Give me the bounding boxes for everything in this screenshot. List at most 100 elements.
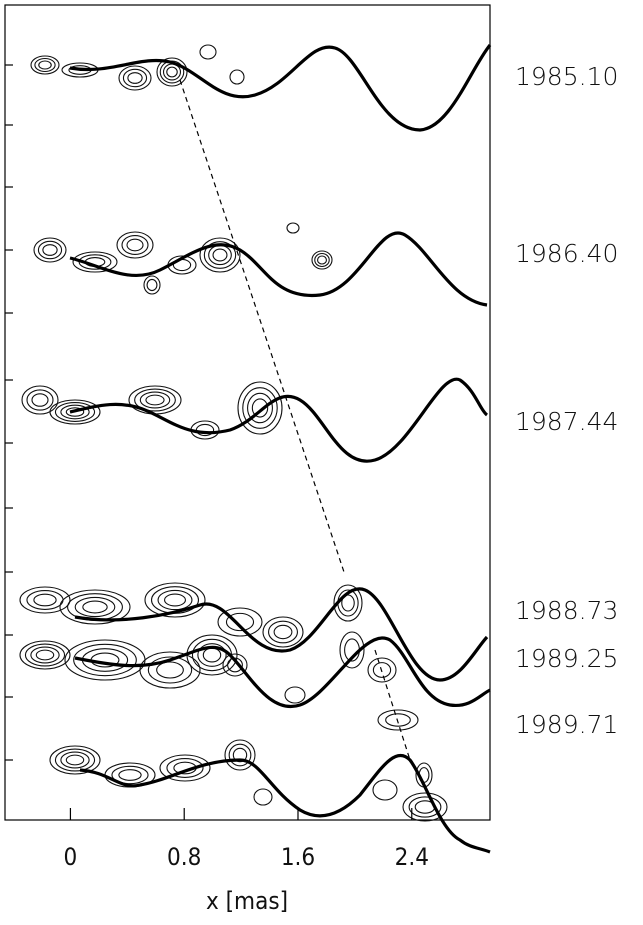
epoch-label: 1989.71 <box>515 710 618 739</box>
left-ticks <box>5 64 13 761</box>
contour <box>116 231 154 259</box>
contour <box>262 616 304 648</box>
epoch-label: 1986.40 <box>515 239 618 268</box>
contour <box>311 250 333 270</box>
contour <box>65 407 85 417</box>
contour <box>139 391 171 409</box>
model-curve <box>69 377 489 463</box>
x-tick-label: 0.8 <box>167 843 201 871</box>
model-curves <box>69 44 492 854</box>
contour <box>232 747 248 763</box>
contour <box>134 388 176 412</box>
x-tick-label: 2.4 <box>395 843 429 871</box>
contour <box>317 255 327 265</box>
epoch-label: 1985.10 <box>515 62 618 91</box>
contour <box>247 392 273 424</box>
epoch-label: 1989.25 <box>515 644 618 673</box>
contour <box>268 620 298 644</box>
contour <box>333 584 363 622</box>
contour <box>164 593 186 607</box>
contour <box>284 686 306 704</box>
epoch-label: 1987.44 <box>515 407 618 436</box>
contour <box>156 57 188 87</box>
contour <box>60 404 90 420</box>
contour <box>122 68 148 88</box>
contour <box>30 55 60 75</box>
contour <box>33 593 57 607</box>
contour <box>118 65 152 91</box>
contour <box>139 651 201 689</box>
x-tick-label: 1.6 <box>281 843 315 871</box>
epoch-label: 1988.73 <box>515 596 618 625</box>
frame <box>4 4 491 821</box>
contour <box>147 656 193 684</box>
contour <box>54 748 96 772</box>
contour <box>144 582 206 618</box>
contour <box>74 596 116 618</box>
model-curve <box>69 44 492 132</box>
contour <box>82 600 108 614</box>
contour <box>26 590 64 610</box>
contour <box>212 248 228 262</box>
contour <box>126 238 144 252</box>
contour <box>199 237 241 273</box>
contour <box>145 394 165 406</box>
contour <box>339 631 365 669</box>
contour <box>34 57 56 73</box>
contour <box>49 399 101 425</box>
contour <box>203 241 237 269</box>
contour <box>72 251 118 273</box>
contour <box>197 643 227 667</box>
contour <box>253 788 273 806</box>
contour <box>156 661 184 679</box>
contour <box>159 754 211 782</box>
contour <box>208 244 232 266</box>
contour <box>224 739 256 771</box>
x-axis-label: x [mas] <box>206 887 288 915</box>
component-track <box>179 79 411 761</box>
contour <box>229 69 245 85</box>
contour <box>341 594 355 612</box>
contour <box>251 398 269 418</box>
contour <box>166 66 178 78</box>
contour <box>49 745 101 775</box>
contour <box>367 657 397 683</box>
contour <box>314 252 330 268</box>
contour <box>146 278 158 292</box>
contour <box>143 275 161 295</box>
contour <box>372 779 398 801</box>
contour <box>199 44 217 60</box>
contour <box>222 653 248 677</box>
contour <box>377 709 419 731</box>
contour <box>31 393 49 407</box>
contour <box>118 769 142 781</box>
model-curve <box>74 587 489 682</box>
contour <box>242 387 278 429</box>
contour <box>408 796 442 818</box>
contour <box>402 792 448 822</box>
contour <box>127 72 143 84</box>
contour <box>37 240 63 260</box>
contour <box>73 643 137 677</box>
contour <box>19 640 71 670</box>
contour <box>217 607 263 637</box>
contour <box>128 385 182 415</box>
model-curve <box>74 636 491 709</box>
contour <box>30 646 60 664</box>
contour <box>121 235 149 255</box>
contour <box>228 743 252 767</box>
contour <box>273 624 293 640</box>
contour <box>54 402 96 422</box>
contour <box>59 589 131 625</box>
contour <box>225 612 255 632</box>
model-curve <box>79 753 491 854</box>
contour <box>24 643 66 667</box>
contour <box>42 244 58 256</box>
contour <box>35 649 55 661</box>
contour <box>385 713 411 727</box>
contour <box>38 60 52 70</box>
contour-maps <box>19 44 448 822</box>
contour <box>21 385 59 415</box>
contour <box>33 237 67 263</box>
